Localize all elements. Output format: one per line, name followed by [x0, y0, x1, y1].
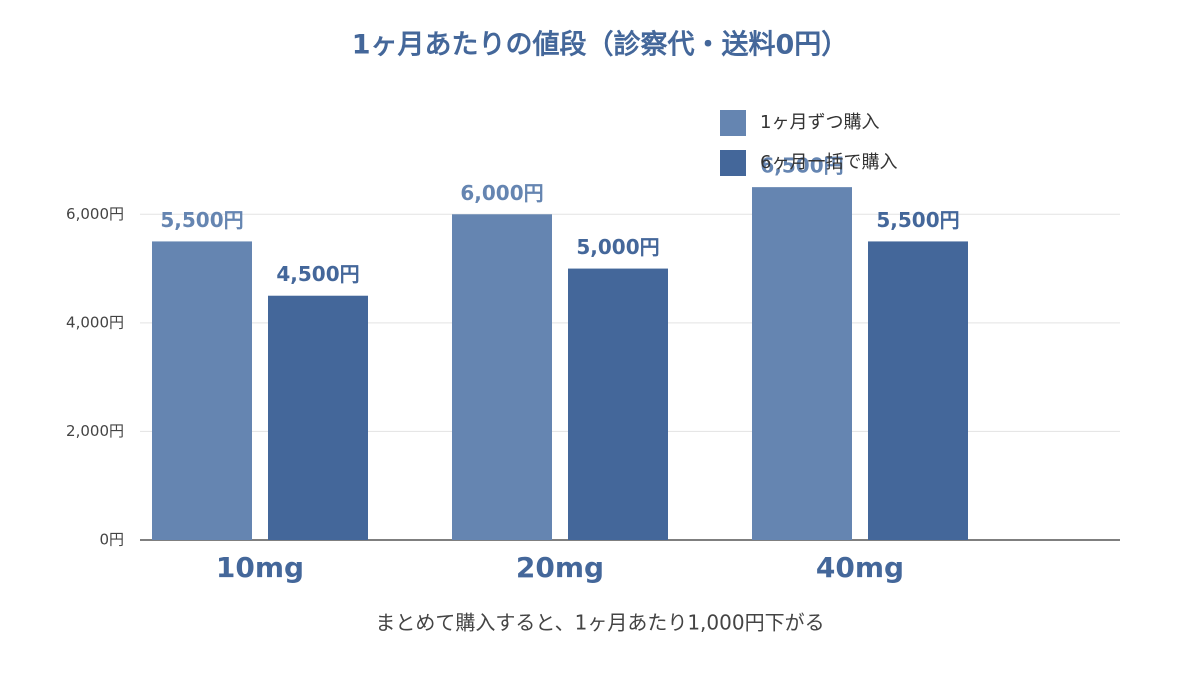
legend-label: 1ヶ月ずつ購入	[760, 112, 879, 133]
value-label: 5,500円	[160, 208, 243, 232]
bar	[568, 268, 668, 540]
value-label: 5,000円	[576, 235, 659, 259]
legend-swatch	[720, 110, 746, 136]
x-tick-label: 10mg	[216, 551, 304, 584]
bar	[152, 241, 252, 540]
y-tick-label: 2,000円	[66, 422, 124, 440]
y-tick-label: 0円	[99, 531, 124, 549]
bar	[752, 187, 852, 540]
value-label: 5,500円	[876, 208, 959, 232]
bar	[868, 241, 968, 540]
x-tick-label: 40mg	[816, 551, 904, 584]
legend-label: 6ヶ月一括で購入	[760, 152, 897, 173]
y-tick-label: 6,000円	[66, 205, 124, 223]
value-label: 6,000円	[460, 181, 543, 205]
x-tick-label: 20mg	[516, 551, 604, 584]
chart-title: 1ヶ月あたりの値段（診察代・送料0円）	[352, 29, 849, 61]
legend-swatch	[720, 150, 746, 176]
bar	[452, 214, 552, 541]
y-tick-label: 4,000円	[66, 313, 124, 331]
bar	[268, 295, 368, 540]
x-axis-label: まとめて購入すると、1ヶ月あたり1,000円下がる	[375, 611, 824, 635]
value-label: 6,500円	[760, 154, 843, 178]
value-label: 4,500円	[276, 262, 359, 286]
